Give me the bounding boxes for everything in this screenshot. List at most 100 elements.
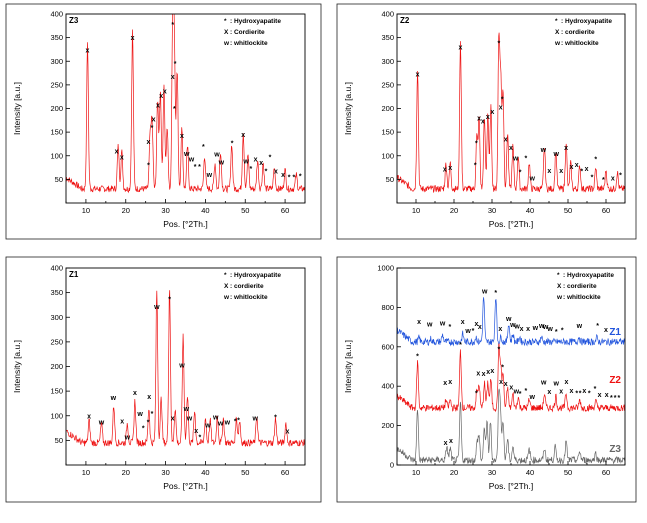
x-tick-label: 50 — [564, 206, 572, 215]
x-axis-label: Pos. [°2Th.] — [163, 219, 208, 229]
phase-marker: x — [120, 419, 124, 426]
phase-marker: * — [619, 172, 622, 179]
legend-symbol: * — [224, 18, 227, 25]
phase-marker: * — [151, 411, 154, 418]
phase-marker: w — [183, 406, 190, 413]
phase-marker: x — [448, 165, 452, 172]
phase-marker: * — [494, 290, 497, 297]
phase-marker: x — [449, 438, 453, 445]
phase-marker: * — [274, 415, 277, 422]
phase-marker: x — [565, 379, 569, 386]
phase-marker: * — [292, 174, 295, 181]
x-tick-label: 30 — [488, 468, 496, 477]
phase-marker: * — [147, 163, 150, 170]
x-tick-label: 20 — [122, 468, 130, 477]
y-tick-label: 100 — [381, 151, 394, 160]
y-tick-label: 200 — [381, 104, 394, 113]
phase-marker: x — [87, 414, 91, 421]
y-tick-label: 350 — [381, 33, 394, 42]
y-axis-label: Intensity [a.u.] — [343, 82, 353, 135]
y-tick-label: 200 — [50, 104, 63, 113]
sample-label: Z1 — [69, 270, 79, 279]
phase-marker: x — [526, 326, 530, 333]
xrd-panel-2: 10 20 30 40 50 60 50 100 150 200 250 300 350 400 Pos. … — [336, 3, 637, 240]
panel-border — [5, 3, 322, 240]
phase-marker: * — [147, 420, 150, 427]
phase-marker: w — [552, 380, 559, 387]
phase-marker: x — [448, 379, 452, 386]
phase-marker: w — [251, 416, 258, 423]
sample-label: Z3 — [69, 16, 79, 25]
y-tick-label: 200 — [381, 421, 394, 430]
phase-marker: w — [186, 416, 193, 423]
legend-text: : Hydroxyapatite — [561, 18, 612, 25]
phase-marker: * — [555, 329, 558, 336]
phase-marker: w — [212, 415, 219, 422]
phase-marker: * — [474, 163, 477, 170]
xrd-panel-3: 10 20 30 40 50 60 50 100 150 200 250 300 350 400 Pos. … — [5, 256, 322, 503]
phase-marker: * — [524, 388, 527, 395]
x-tick-label: 10 — [412, 206, 420, 215]
y-tick-label: 400 — [381, 10, 394, 19]
phase-marker: * — [618, 395, 621, 402]
phase-marker: x — [605, 392, 609, 399]
phase-marker: x — [499, 379, 503, 386]
y-tick-label: 100 — [50, 411, 63, 420]
x-tick-label: 20 — [122, 206, 130, 215]
y-tick-label: 50 — [55, 175, 63, 184]
legend-text: : whitlockite — [230, 40, 268, 47]
legend-text: : Cordierite — [230, 29, 265, 36]
spectrum-line-z2 — [397, 343, 625, 413]
legend-text: : cordierite — [230, 283, 264, 290]
y-tick-label: 400 — [50, 264, 63, 273]
phase-marker: x — [459, 44, 463, 51]
phase-marker: x — [180, 133, 184, 140]
phase-marker: x — [582, 388, 586, 395]
phase-marker: w — [136, 411, 143, 418]
phase-marker: x — [598, 392, 602, 399]
phase-marker: w — [529, 175, 536, 182]
legend-symbol: X — [555, 29, 560, 36]
x-tick-label: 50 — [564, 468, 572, 477]
panel-border — [336, 256, 637, 503]
phase-marker: x — [509, 385, 513, 392]
spectrum-line-z3 — [397, 388, 625, 465]
phase-marker: * — [610, 395, 613, 402]
phase-marker: w — [513, 388, 520, 395]
phase-marker: * — [497, 41, 500, 48]
legend-symbol: w — [556, 294, 563, 301]
legend-symbol: * — [224, 272, 227, 279]
phase-marker: x — [504, 137, 508, 144]
phase-marker: * — [237, 418, 240, 425]
phase-marker: * — [173, 106, 176, 113]
phase-marker: w — [512, 155, 519, 162]
phase-marker: * — [524, 155, 527, 162]
phase-marker: x — [86, 48, 90, 55]
spectrum-line — [66, 290, 305, 448]
phase-marker: x — [559, 389, 563, 396]
phase-marker: * — [198, 434, 201, 441]
y-tick-label: 150 — [50, 128, 63, 137]
y-tick-label: 50 — [55, 436, 63, 445]
phase-marker: w — [505, 316, 512, 323]
y-tick-label: 400 — [50, 10, 63, 19]
phase-marker: x — [133, 390, 137, 397]
legend-symbol: w — [223, 40, 230, 47]
phase-marker: w — [218, 159, 225, 166]
phase-marker: * — [580, 169, 583, 176]
phase-marker: x — [115, 148, 119, 155]
legend-text: : whitlockite — [561, 40, 599, 47]
phase-marker: * — [519, 391, 522, 398]
y-tick-label: 300 — [50, 57, 63, 66]
phase-marker: x — [478, 324, 482, 331]
phase-marker: x — [194, 428, 198, 435]
phase-marker: w — [542, 324, 549, 331]
phase-marker: * — [151, 125, 154, 132]
phase-marker: w — [213, 152, 220, 159]
y-tick-label: 200 — [50, 362, 63, 371]
phase-marker: * — [579, 391, 582, 398]
phase-marker: * — [299, 173, 302, 180]
y-tick-label: 400 — [381, 382, 394, 391]
phase-marker: x — [575, 162, 579, 169]
plot-frame — [65, 13, 306, 204]
